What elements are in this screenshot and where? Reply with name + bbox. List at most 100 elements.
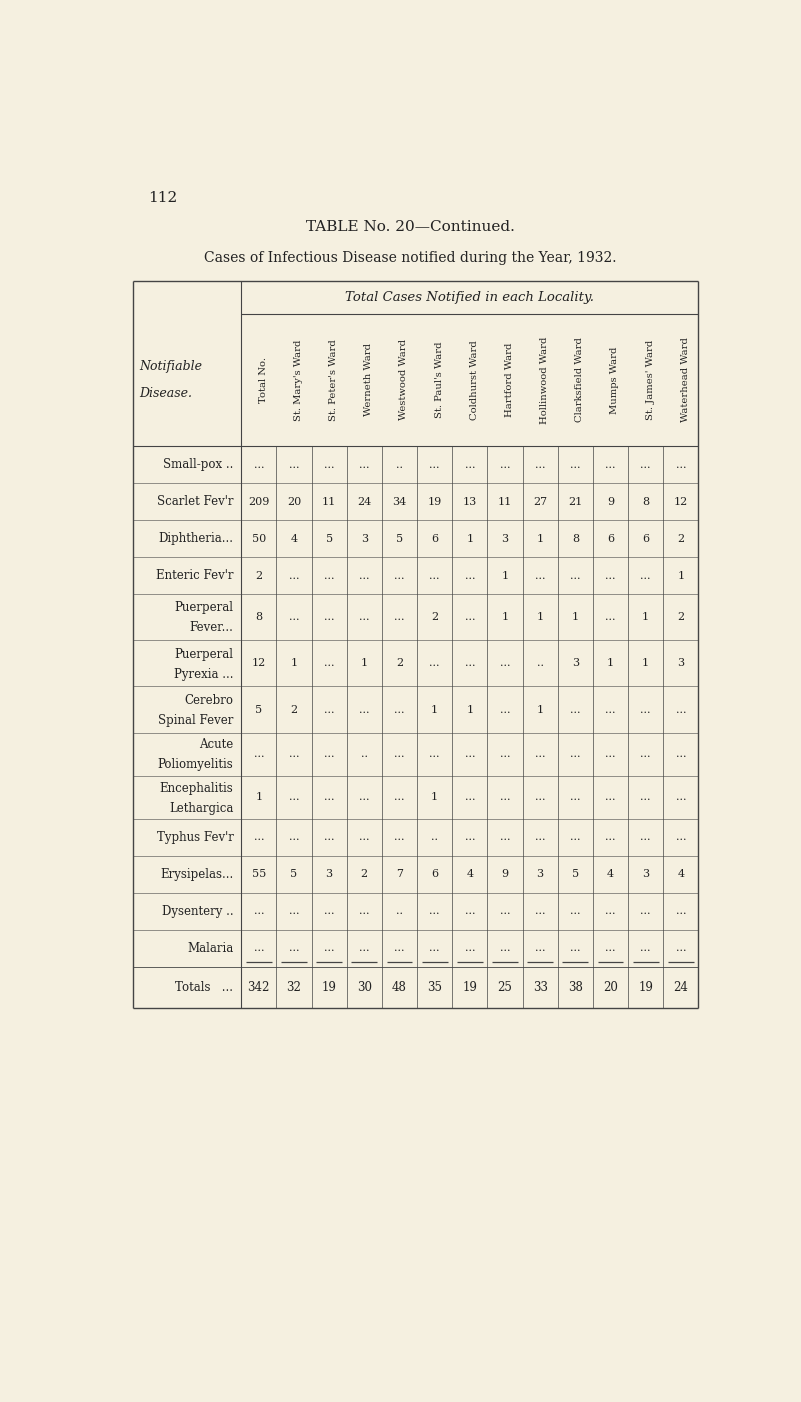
Text: Fever...: Fever...: [190, 621, 233, 635]
Text: ...: ...: [500, 460, 510, 470]
Text: ...: ...: [253, 944, 264, 953]
Text: ...: ...: [675, 944, 686, 953]
Text: 6: 6: [642, 534, 650, 544]
Text: Cerebro: Cerebro: [184, 694, 233, 707]
Text: 9: 9: [607, 496, 614, 506]
Text: 2: 2: [678, 613, 684, 622]
Text: ...: ...: [606, 460, 616, 470]
Text: Acute: Acute: [199, 739, 233, 751]
Text: ...: ...: [606, 792, 616, 802]
Text: ...: ...: [465, 906, 475, 917]
Text: ...: ...: [394, 749, 405, 760]
Text: ...: ...: [675, 906, 686, 917]
Text: 1: 1: [431, 792, 438, 802]
Text: Mumps Ward: Mumps Ward: [610, 346, 619, 414]
Text: ...: ...: [570, 571, 581, 580]
Text: ...: ...: [394, 792, 405, 802]
Text: 3: 3: [360, 534, 368, 544]
Text: 25: 25: [497, 981, 513, 994]
Text: ...: ...: [465, 833, 475, 843]
Text: 1: 1: [256, 792, 262, 802]
Text: ...: ...: [570, 460, 581, 470]
Text: 32: 32: [287, 981, 301, 994]
Text: 5: 5: [291, 869, 297, 879]
Text: ..: ..: [537, 659, 544, 669]
Text: ...: ...: [359, 906, 369, 917]
Text: St. Mary's Ward: St. Mary's Ward: [294, 339, 303, 421]
Text: 38: 38: [568, 981, 583, 994]
Text: 1: 1: [501, 571, 509, 580]
Text: ...: ...: [324, 833, 334, 843]
Text: 3: 3: [501, 534, 509, 544]
Text: 1: 1: [431, 705, 438, 715]
Text: ...: ...: [606, 833, 616, 843]
Text: ...: ...: [394, 571, 405, 580]
Text: Total No.: Total No.: [259, 358, 268, 402]
Text: TABLE No. 20—Continued.: TABLE No. 20—Continued.: [306, 220, 515, 234]
Text: ...: ...: [641, 705, 651, 715]
Text: 1: 1: [537, 705, 544, 715]
Text: 8: 8: [572, 534, 579, 544]
Text: 34: 34: [392, 496, 407, 506]
Text: ...: ...: [324, 792, 334, 802]
Text: St. James' Ward: St. James' Ward: [646, 339, 654, 421]
Text: Westwood Ward: Westwood Ward: [400, 339, 409, 421]
Text: 4: 4: [466, 869, 473, 879]
Text: ...: ...: [606, 613, 616, 622]
Text: ...: ...: [570, 906, 581, 917]
Text: Enteric Fev'r: Enteric Fev'r: [156, 569, 233, 582]
Text: Clarksfield Ward: Clarksfield Ward: [575, 338, 584, 422]
Text: ...: ...: [324, 571, 334, 580]
Text: ...: ...: [394, 705, 405, 715]
Text: 35: 35: [427, 981, 442, 994]
Text: ...: ...: [288, 749, 300, 760]
Text: ...: ...: [535, 571, 545, 580]
Text: ...: ...: [465, 571, 475, 580]
Text: ...: ...: [535, 833, 545, 843]
Text: 3: 3: [678, 659, 684, 669]
Text: 4: 4: [291, 534, 297, 544]
Text: ...: ...: [288, 833, 300, 843]
Text: ...: ...: [500, 906, 510, 917]
Text: Small-pox ..: Small-pox ..: [163, 458, 233, 471]
Text: ...: ...: [359, 571, 369, 580]
Text: 19: 19: [462, 981, 477, 994]
Text: ...: ...: [324, 944, 334, 953]
Text: St. Paul's Ward: St. Paul's Ward: [435, 342, 444, 418]
Text: ...: ...: [535, 749, 545, 760]
Text: Hartford Ward: Hartford Ward: [505, 343, 514, 418]
Text: ...: ...: [359, 833, 369, 843]
Text: ...: ...: [570, 749, 581, 760]
Text: ...: ...: [535, 792, 545, 802]
Text: ...: ...: [570, 792, 581, 802]
Text: ...: ...: [253, 460, 264, 470]
Text: 1: 1: [466, 705, 473, 715]
Text: 5: 5: [325, 534, 332, 544]
Text: ...: ...: [359, 705, 369, 715]
Text: 19: 19: [428, 496, 442, 506]
Text: ...: ...: [324, 906, 334, 917]
Text: ...: ...: [641, 906, 651, 917]
Text: ...: ...: [570, 944, 581, 953]
Text: 1: 1: [607, 659, 614, 669]
Text: 112: 112: [148, 191, 178, 205]
Text: 1: 1: [501, 613, 509, 622]
Text: ...: ...: [500, 705, 510, 715]
Text: ...: ...: [288, 792, 300, 802]
Text: 9: 9: [501, 869, 509, 879]
Text: ...: ...: [675, 705, 686, 715]
Text: 7: 7: [396, 869, 403, 879]
Text: Disease.: Disease.: [139, 387, 192, 401]
Text: 4: 4: [678, 869, 684, 879]
Text: 24: 24: [357, 496, 372, 506]
Text: ...: ...: [288, 571, 300, 580]
Text: 30: 30: [356, 981, 372, 994]
Text: ...: ...: [288, 613, 300, 622]
Text: 5: 5: [396, 534, 403, 544]
Text: 2: 2: [291, 705, 297, 715]
Text: ...: ...: [500, 659, 510, 669]
Text: ...: ...: [500, 749, 510, 760]
Text: ...: ...: [394, 833, 405, 843]
Text: 1: 1: [291, 659, 297, 669]
Text: 1: 1: [572, 613, 579, 622]
